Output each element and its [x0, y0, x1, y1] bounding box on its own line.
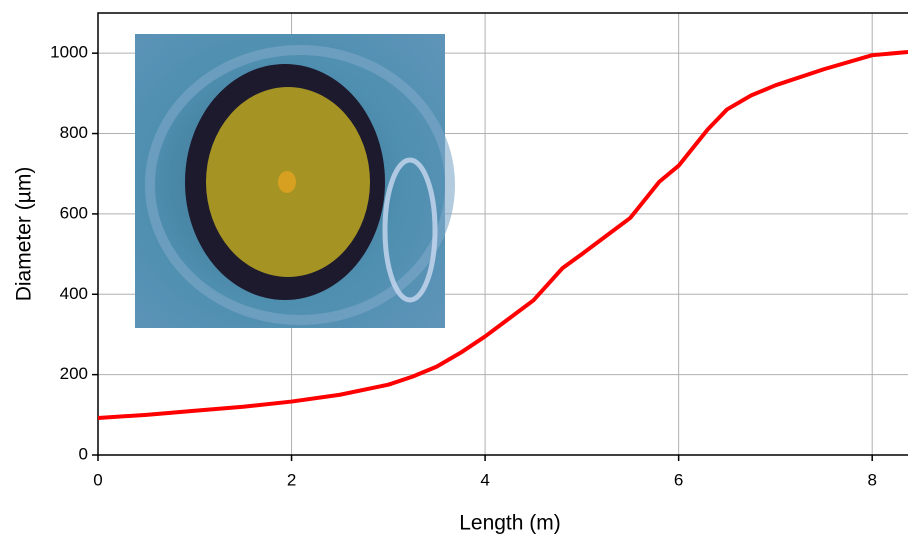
- y-tick-label: 400: [60, 284, 88, 303]
- x-tick-label: 8: [867, 470, 876, 489]
- data-line: [97, 49, 908, 421]
- y-tick-label: 200: [60, 364, 88, 383]
- x-axis-title: Length (m): [459, 512, 561, 535]
- y-axis-title: Diameter (µm): [13, 167, 36, 302]
- inset-photo: [135, 34, 455, 328]
- x-tick-label: 0: [93, 470, 102, 489]
- y-tick-label: 1000: [50, 43, 88, 62]
- x-tick-label: 6: [674, 470, 683, 489]
- x-tick-label: 2: [287, 470, 296, 489]
- y-tick-label: 800: [60, 123, 88, 142]
- x-tick-label: 4: [480, 470, 489, 489]
- y-tick-label: 600: [60, 203, 88, 222]
- axis-frame: [97, 12, 908, 456]
- y-tick-label: 0: [79, 444, 88, 463]
